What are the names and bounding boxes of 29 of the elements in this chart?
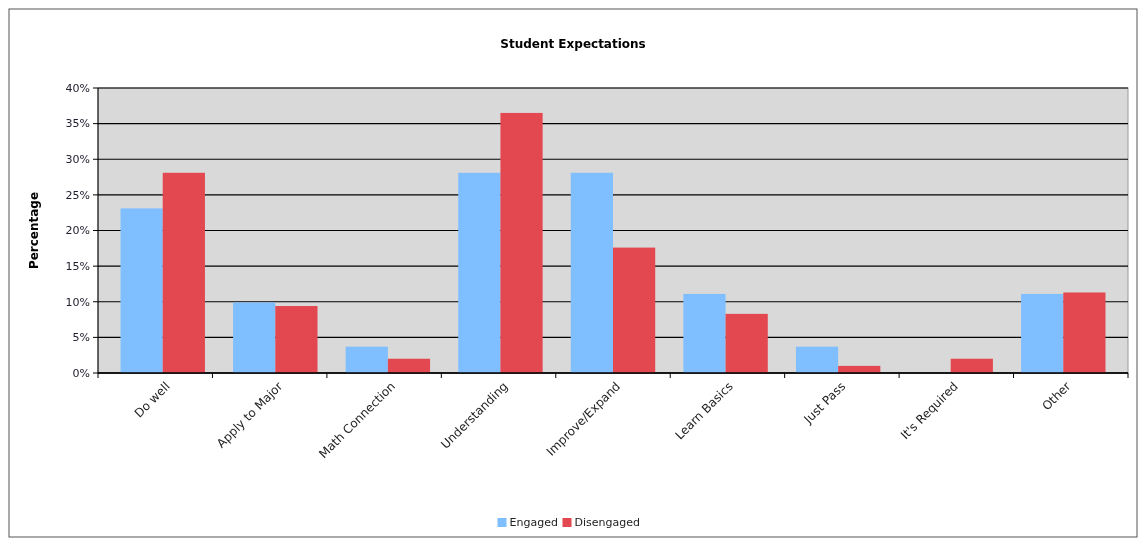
y-tick-label: 40% <box>65 81 90 95</box>
bar <box>500 112 543 373</box>
bar <box>795 346 839 373</box>
y-tick-label: 20% <box>65 224 90 238</box>
y-tick-label: 0% <box>72 366 90 380</box>
bar <box>387 358 431 373</box>
legend-label: Disengaged <box>574 516 640 529</box>
bar <box>275 306 318 373</box>
bar <box>458 172 501 373</box>
y-axis-title: Percentage <box>27 191 41 270</box>
y-tick-label: 35% <box>65 117 90 131</box>
y-tick-label: 30% <box>65 153 90 167</box>
bar <box>950 358 993 373</box>
bar <box>725 313 768 373</box>
chart-title: Student Expectations <box>500 37 646 51</box>
y-tick-label: 25% <box>65 188 90 202</box>
bar <box>233 302 276 373</box>
bar <box>1063 292 1106 373</box>
bar <box>162 172 205 373</box>
bar <box>120 208 163 373</box>
bar <box>570 172 613 373</box>
y-tick-label: 10% <box>65 295 90 309</box>
y-tick-label: 15% <box>65 259 90 273</box>
bar <box>1021 293 1064 373</box>
bar <box>683 293 726 373</box>
y-tick-label: 5% <box>72 331 90 345</box>
bar <box>613 247 656 373</box>
bar <box>345 346 388 373</box>
legend-label: Engaged <box>509 516 558 529</box>
